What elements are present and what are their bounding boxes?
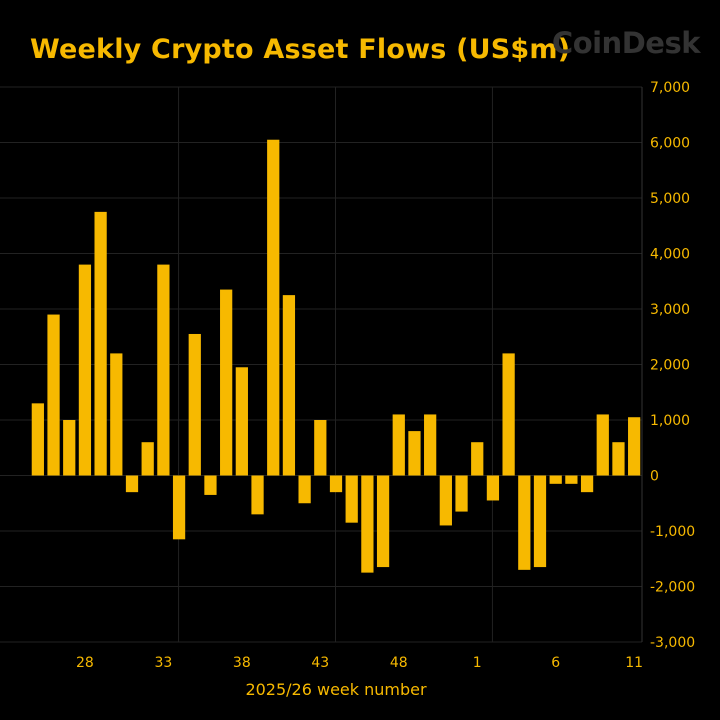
bar-week-52 [455,475,468,512]
bar-week-32 [141,442,154,476]
bar-week-50 [424,414,437,476]
bar-week-7 [565,475,578,484]
bar-week-35 [188,333,201,476]
bar-week-9 [596,414,609,476]
bar-week-37 [220,289,233,476]
bar-week-4 [518,475,531,570]
bar-week-10 [612,442,625,476]
bar-week-31 [125,475,139,493]
bar-week-45 [345,475,358,523]
chart-title: Weekly Crypto Asset Flows (US$m) [30,34,571,65]
y-tick-label: 7,000 [650,80,690,96]
bar-week-1 [471,442,484,476]
x-tick-label: 38 [233,655,251,671]
y-tick-label: 3,000 [650,302,690,318]
bar-week-30 [110,353,123,476]
bar-week-26 [47,314,60,476]
bars [31,139,641,573]
bar-week-5 [533,475,547,568]
bar-week-48 [392,414,405,476]
bar-week-43 [314,420,327,476]
x-tick-label: 1 [473,655,482,671]
bar-week-2 [486,475,500,501]
bar-week-25 [31,403,44,476]
y-tick-label: 2,000 [650,358,690,374]
bar-week-27 [63,420,76,476]
y-tick-label: 4,000 [650,247,690,263]
x-tick-label: 6 [551,655,560,671]
x-tick-label: 48 [390,655,408,671]
x-tick-label: 28 [76,655,94,671]
bar-week-34 [172,475,186,540]
bar-week-47 [376,475,390,568]
y-tick-label: 0 [650,469,659,485]
bar-week-6 [549,475,562,484]
bar-week-28 [78,264,92,476]
bar-week-8 [580,475,594,493]
y-tick-label: 6,000 [650,136,690,152]
bar-week-39 [251,475,264,515]
x-tick-label: 11 [625,655,643,671]
bar-week-51 [439,475,452,526]
bar-week-46 [361,475,374,573]
bar-week-29 [94,211,107,476]
bar-week-38 [235,367,248,476]
y-tick-label: 1,000 [650,413,690,429]
bar-week-3 [502,353,515,476]
bar-week-41 [282,295,296,476]
y-tick-label: -3,000 [650,635,695,651]
coindesk-logo: CoinDesk [551,26,701,60]
x-ticks: 28 33 38 43 48 1 6 11 [76,655,643,671]
x-tick-label: 43 [311,655,329,671]
bar-week-44 [329,475,343,493]
y-ticks: 7,000 6,000 5,000 4,000 3,000 2,000 1,000 0 -1,0… [650,80,695,651]
bar-week-11 [628,417,641,476]
x-axis-label: 2025/26 week number [245,680,427,699]
bar-week-40 [267,139,280,476]
bar-week-49 [408,431,421,476]
bar-week-42 [298,475,311,504]
bar-week-36 [204,475,217,495]
y-tick-label: 5,000 [650,191,690,207]
bar-week-33 [157,264,170,476]
y-tick-label: -2,000 [650,580,695,596]
y-tick-label: -1,000 [650,524,695,540]
x-tick-label: 33 [154,655,172,671]
